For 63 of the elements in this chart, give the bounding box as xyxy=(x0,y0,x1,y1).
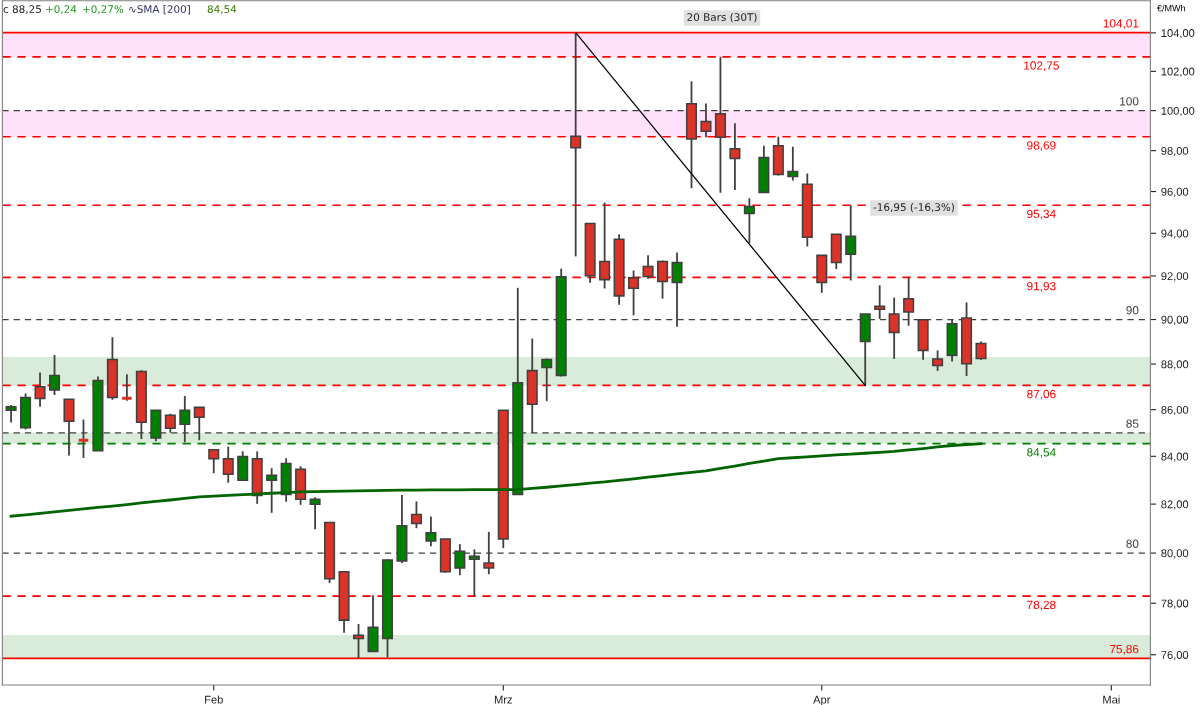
ref-line-label: 85 xyxy=(1126,419,1139,428)
ref-line-label: 91,93 xyxy=(1027,281,1056,292)
annotation: 84,54 xyxy=(207,5,237,15)
y-axis-title: €/MWh xyxy=(1157,4,1185,12)
y-tick-label: 88,00 xyxy=(1161,360,1189,370)
y-tick-label: 82,00 xyxy=(1161,500,1189,510)
ref-line-label: 95,34 xyxy=(1027,209,1056,220)
candlestick xyxy=(34,371,46,408)
ref-line-label: 98,69 xyxy=(1027,141,1056,151)
ref-line-label: 87,06 xyxy=(1027,389,1056,400)
ref-line-label: 102,75 xyxy=(1024,61,1059,72)
y-tick-label: 86,00 xyxy=(1161,405,1189,416)
candlestick xyxy=(122,373,132,402)
ref-line-label: 90 xyxy=(1126,306,1139,315)
y-tick-label: 98,00 xyxy=(1161,146,1189,157)
annotation: ∿SMA [200] xyxy=(129,4,190,15)
candlestick xyxy=(237,450,249,482)
annotation: 20 Bars (30T) xyxy=(687,12,757,23)
y-tick-label: 92,00 xyxy=(1161,272,1189,282)
candlestick xyxy=(656,259,669,300)
x-tick-label: Feb xyxy=(205,695,223,704)
x-tick-label: Apr xyxy=(813,695,831,705)
x-tick-label: Mrz xyxy=(494,695,512,704)
ref-line-label: 75,86 xyxy=(1109,644,1139,655)
ref-line-label: 104,01 xyxy=(1103,19,1139,29)
candlestick xyxy=(845,204,857,282)
candlestick xyxy=(222,445,234,484)
ref-line-label: 100 xyxy=(1120,97,1139,106)
ref-line-label: 78,28 xyxy=(1027,600,1056,611)
candlestick xyxy=(266,467,278,514)
candlestick xyxy=(208,448,220,475)
ref-line-label: 80 xyxy=(1126,539,1139,548)
candlestick xyxy=(309,496,321,531)
candlestick xyxy=(743,197,755,245)
y-tick-label: 80,00 xyxy=(1161,549,1189,559)
annotation: +0,24 xyxy=(46,5,77,15)
y-tick-label: 100,00 xyxy=(1161,106,1195,117)
candlestick xyxy=(352,623,365,660)
line-series xyxy=(9,442,983,518)
y-tick-label: 76,00 xyxy=(1161,651,1189,661)
candlestick xyxy=(410,500,422,530)
candlestick xyxy=(599,201,611,290)
ref-line-label: 84,54 xyxy=(1027,448,1056,458)
candlestick xyxy=(48,354,61,396)
y-tick-label: 96,00 xyxy=(1161,187,1189,198)
y-tick-label: 90,00 xyxy=(1161,315,1189,325)
candlestick xyxy=(642,254,654,280)
candlestick xyxy=(628,269,640,317)
y-tick-label: 104,00 xyxy=(1161,29,1195,39)
candlestick xyxy=(787,145,799,182)
candlestick xyxy=(932,349,944,372)
candlestick xyxy=(541,357,553,403)
y-tick-label: 94,00 xyxy=(1161,229,1189,239)
candlestick xyxy=(425,515,437,548)
annotation: c 88,25 xyxy=(3,5,41,15)
x-tick-label: Mai xyxy=(1103,695,1120,704)
annotation: -16,95 (-16,3%) xyxy=(873,202,954,213)
y-tick-label: 102,00 xyxy=(1161,67,1195,77)
y-tick-label: 78,00 xyxy=(1161,599,1189,609)
y-tick-label: 84,00 xyxy=(1161,452,1189,462)
candlestick xyxy=(729,122,741,191)
candlestick xyxy=(975,340,987,361)
annotation: +0,27% xyxy=(83,5,124,15)
